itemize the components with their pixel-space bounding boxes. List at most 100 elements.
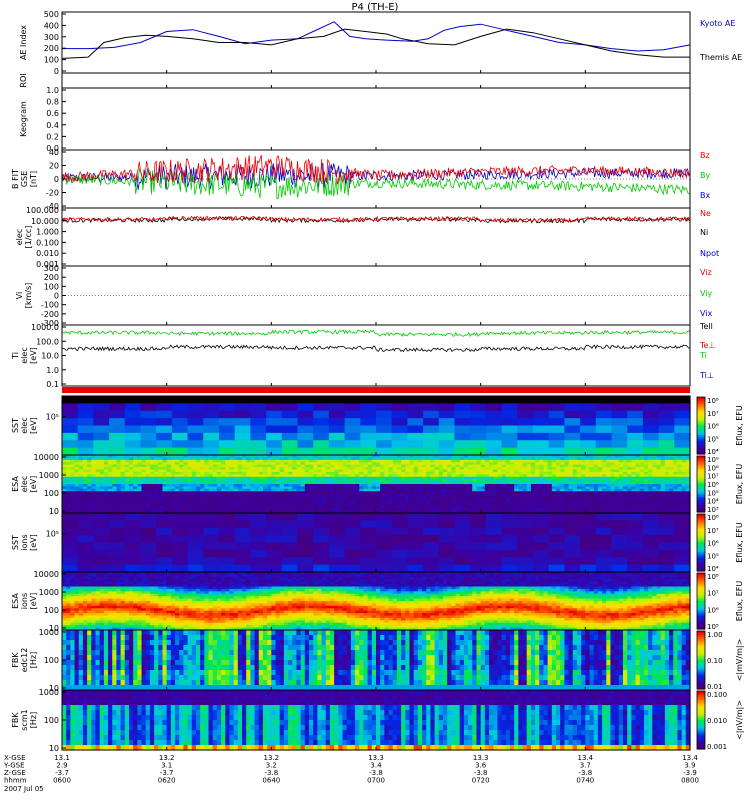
spec-cell-esa_e <box>643 464 649 468</box>
spec-cell-esa_e <box>221 484 226 488</box>
spec-cell-esa_i <box>175 613 180 617</box>
spec-cell-esa_e <box>350 457 356 461</box>
spec-cell-esa_e <box>221 496 226 500</box>
spec-cell-esa_e <box>74 479 80 483</box>
spec-cell-esa_e <box>480 455 486 459</box>
spec-cell-esa_e <box>195 498 201 502</box>
spec-cell-esa_e <box>556 496 561 500</box>
spec-cell-esa_e <box>99 469 105 473</box>
spec-cell-esa_e <box>489 457 494 461</box>
spec-cell-esa_e <box>581 510 586 514</box>
spec-cell-esa_e <box>325 484 331 488</box>
spec-cell-esa_e <box>539 510 545 514</box>
spec-cell-sst_e <box>140 410 157 419</box>
spec-cell-esa_i <box>74 579 80 583</box>
spec-cell-esa_e <box>233 474 239 478</box>
spec-cell-esa_e <box>543 484 549 488</box>
spec-cell-esa_e <box>522 503 528 507</box>
spec-cell-esa_i <box>82 584 88 588</box>
spec-cell-esa_e <box>242 457 247 461</box>
spec-cell-esa_e <box>91 474 97 478</box>
spec-cell-esa_e <box>648 481 653 485</box>
spec-cell-esa_e <box>321 464 327 468</box>
spec-cell-esa_i <box>82 608 88 612</box>
spec-cell-esa_e <box>509 455 515 459</box>
spec-cell-esa_e <box>296 508 302 512</box>
spec-cell-esa_e <box>367 462 373 466</box>
spec-cell-esa_e <box>258 462 264 466</box>
spec-cell-esa_e <box>639 491 645 495</box>
spec-cell-esa_i <box>62 605 67 609</box>
spec-cell-esa_e <box>309 455 314 459</box>
spec-cell-esa_e <box>279 462 285 466</box>
spec-cell-esa_e <box>430 505 436 509</box>
spec-cell-esa_e <box>442 481 448 485</box>
spec-cell-esa_i <box>66 622 71 626</box>
spec-cell-esa_e <box>597 479 603 483</box>
spec-cell-esa_i <box>112 625 118 629</box>
spec-cell-esa_e <box>128 474 134 478</box>
spec-cell-esa_e <box>518 496 524 500</box>
spec-cell-esa_e <box>216 474 222 478</box>
spec-cell-esa_e <box>70 498 76 502</box>
spec-cell-esa_e <box>112 467 118 471</box>
spec-cell-esa_e <box>183 476 189 480</box>
spec-cell-esa_e <box>401 469 406 473</box>
spec-cell-esa_e <box>543 486 549 490</box>
spec-cell-esa_e <box>70 462 76 466</box>
spec-cell-esa_e <box>572 479 578 483</box>
spec-cell-esa_e <box>283 493 289 497</box>
spec-cell-sst_e <box>548 396 565 404</box>
spec-cell-esa_e <box>279 493 285 497</box>
spec-cell-esa_i <box>170 579 176 583</box>
spec-cell-esa_e <box>179 471 185 475</box>
spec-cell-esa_e <box>685 510 691 514</box>
spec-cell-sst_i <box>580 542 597 551</box>
spec-cell-esa_e <box>472 471 478 475</box>
spec-cell-sst_e <box>171 425 189 434</box>
spec-cell-esa_i <box>166 596 172 600</box>
spec-cell-esa_e <box>179 467 185 471</box>
spec-cell-esa_e <box>572 500 578 504</box>
spec-cell-esa_i <box>149 574 155 578</box>
spec-cell-esa_i <box>133 593 138 597</box>
spec-cell-esa_e <box>267 496 272 500</box>
spec-cell-esa_e <box>618 469 624 473</box>
spec-cell-esa_e <box>103 484 109 488</box>
spec-cell-esa_e <box>271 486 277 490</box>
spec-cell-esa_e <box>342 462 348 466</box>
spec-cell-esa_e <box>116 481 122 485</box>
spec-cell-esa_i <box>91 593 97 597</box>
spec-cell-esa_e <box>610 498 616 502</box>
spec-cell-esa_i <box>154 572 159 576</box>
spec-cell-esa_e <box>413 455 419 459</box>
spec-cell-esa_e <box>82 455 88 459</box>
spec-cell-esa_e <box>74 488 80 492</box>
spec-cell-esa_e <box>288 476 293 480</box>
spec-cell-esa_e <box>246 496 251 500</box>
spec-cell-sst_e <box>533 440 550 449</box>
spec-cell-esa_i <box>154 601 159 605</box>
spec-cell-esa_e <box>137 471 143 475</box>
spec-cell-esa_e <box>258 505 264 509</box>
spec-cell-esa_e <box>325 457 331 461</box>
spec-cell-esa_e <box>463 500 469 504</box>
spec-cell-esa_e <box>556 464 561 468</box>
spec-cell-sst_e <box>674 418 691 427</box>
spec-cell-sst_i <box>391 527 408 536</box>
spec-cell-esa_e <box>556 462 561 466</box>
spec-cell-sst_i <box>611 549 628 558</box>
spec-cell-esa_e <box>648 459 653 463</box>
spec-cell-sst_i <box>470 557 487 566</box>
spec-cell-esa_e <box>154 474 159 478</box>
spec-cell-sst_i <box>77 542 94 551</box>
spec-cell-esa_e <box>195 505 201 509</box>
spec-cell-esa_e <box>166 486 172 490</box>
spec-cell-esa_e <box>384 479 390 483</box>
spec-cell-esa_i <box>120 572 126 576</box>
spec-cell-esa_i <box>191 584 197 588</box>
spec-cell-esa_e <box>334 505 339 509</box>
spec-cell-esa_e <box>313 474 318 478</box>
spec-cell-sst_e <box>423 403 440 412</box>
spec-cell-esa_e <box>87 508 92 512</box>
